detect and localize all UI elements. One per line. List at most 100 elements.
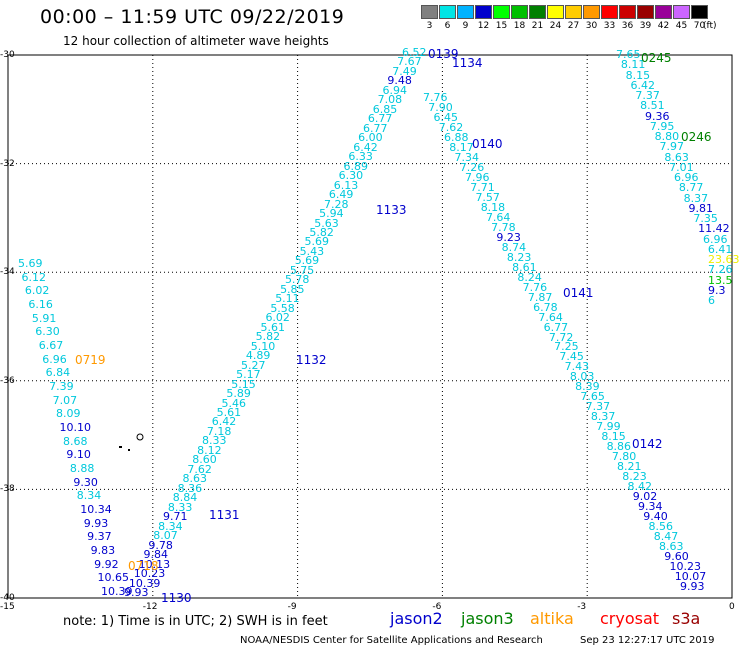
swh-value: 7.65	[616, 48, 641, 61]
scale-label: 6	[444, 21, 451, 31]
swh-value: 7.90	[428, 100, 453, 114]
swh-value: 8.33	[167, 500, 193, 514]
pass-label: 1134	[452, 56, 483, 70]
scale-label: 3	[426, 21, 433, 31]
swh-value: 6.00	[358, 131, 383, 145]
scale-swatch	[493, 5, 510, 19]
swh-value: 7.64	[538, 310, 563, 324]
lat-tick-label: -32	[0, 158, 15, 169]
swh-value: 8.11	[620, 58, 646, 72]
swh-value: 5.43	[299, 244, 325, 258]
swh-value: 5.69	[18, 257, 43, 270]
scale-label: 36	[621, 21, 634, 31]
scale-swatch	[637, 5, 654, 19]
lat-tick-label: -34	[0, 267, 15, 278]
swh-value: 5.69	[304, 235, 329, 249]
scale-label: 24	[549, 21, 562, 31]
swh-value: 5.89	[226, 387, 251, 401]
legend-jason3: jason3	[461, 609, 514, 628]
scale-swatch	[601, 5, 618, 19]
swh-value: 23.63	[708, 253, 740, 266]
scale-swatch	[565, 5, 582, 19]
swh-value: 7.39	[49, 380, 74, 393]
pass-label: 0139	[428, 47, 459, 61]
swh-value: 7.80	[611, 450, 637, 464]
swh-value: 5.10	[250, 339, 276, 353]
pass-label: 0718	[128, 559, 159, 573]
swh-value: 8.51	[640, 99, 665, 113]
scale-label: 9	[462, 21, 469, 31]
swh-value: 6.12	[21, 270, 46, 284]
swh-value: 9.92	[94, 557, 119, 571]
lon-tick-label: -9	[287, 602, 297, 612]
swh-value: 10.23	[133, 567, 166, 581]
swh-value: 5.94	[319, 207, 344, 221]
swh-value: 6.85	[372, 102, 398, 116]
swh-value: 6	[708, 294, 715, 307]
swh-value: 8.23	[506, 250, 532, 264]
swh-value: 7.78	[491, 220, 516, 234]
swh-value: 8.88	[69, 462, 95, 475]
swh-value: 6.16	[28, 298, 53, 311]
swh-value: 9.84	[143, 548, 169, 562]
scale-swatch	[529, 5, 546, 19]
scale-label: 27	[567, 21, 580, 31]
swh-value: 8.37	[683, 191, 709, 205]
swh-value: 7.99	[596, 420, 621, 434]
swh-value: 8.74	[501, 240, 527, 254]
swh-value: 8.39	[575, 380, 600, 394]
swh-value: 8.63	[659, 540, 684, 554]
scale-swatch	[691, 5, 708, 19]
swh-value: 8.09	[56, 407, 81, 421]
swh-value: 7.45	[559, 350, 584, 364]
swh-value: 7.08	[377, 93, 403, 107]
swh-value: 11.42	[698, 222, 730, 236]
swh-value: 9.78	[148, 538, 173, 552]
swh-value: 7.07	[52, 393, 78, 407]
swh-value: 8.23	[622, 470, 647, 484]
swh-value: 5.15	[231, 377, 256, 391]
swh-value: 8.42	[627, 480, 653, 494]
footer-note: note: 1) Time is in UTC; 2) SWH is in fe…	[63, 614, 328, 629]
swh-value: 7.96	[464, 170, 490, 184]
swh-value: 8.12	[197, 443, 222, 457]
map-subtitle: 12 hour collection of altimeter wave hei…	[63, 34, 329, 48]
swh-value: 7.72	[548, 330, 574, 344]
swh-value: 5.78	[284, 273, 310, 287]
scale-label: 15	[495, 21, 508, 31]
swh-value: 7.37	[635, 89, 660, 102]
swh-value: 7.87	[527, 290, 553, 304]
swh-value: 7.01	[669, 160, 694, 174]
lon-tick-label: 0	[729, 602, 735, 612]
scale-swatch	[511, 5, 528, 19]
swh-value: 6.67	[38, 339, 64, 352]
map-title: 00:00 – 11:59 UTC 09/22/2019	[40, 6, 345, 28]
legend-jason2: jason2	[390, 609, 443, 628]
swh-value: 5.82	[309, 226, 334, 239]
scale-label: 30	[585, 21, 598, 31]
pass-label: 0245	[641, 51, 672, 65]
swh-value: 6.02	[24, 284, 50, 298]
swh-value: 5.58	[270, 301, 295, 315]
swh-value: 7.95	[649, 119, 675, 133]
island-inaccessible	[119, 446, 122, 448]
swh-value: 10.07	[674, 570, 707, 584]
scale-label: 18	[513, 21, 526, 31]
lon-tick-label: -6	[432, 602, 442, 612]
swh-value: 6.96	[42, 352, 67, 366]
swh-value: 9.36	[645, 109, 670, 123]
swh-value: 6.96	[703, 232, 728, 246]
swh-value: 10.23	[669, 560, 702, 574]
swh-value: 6.84	[45, 366, 71, 380]
swh-value: 7.28	[323, 197, 349, 211]
swh-value: 13.5	[708, 273, 733, 287]
scale-swatch	[439, 5, 456, 19]
swh-value: 6.30	[35, 325, 60, 339]
scale-unit: (ft)	[703, 21, 717, 31]
swh-value: 6.45	[433, 110, 458, 124]
swh-value: 6.42	[353, 140, 378, 154]
lat-tick-label: -40	[0, 593, 15, 603]
scale-swatch	[583, 5, 600, 19]
swh-value: 9.30	[73, 475, 98, 489]
swh-value: 8.63	[664, 150, 689, 164]
